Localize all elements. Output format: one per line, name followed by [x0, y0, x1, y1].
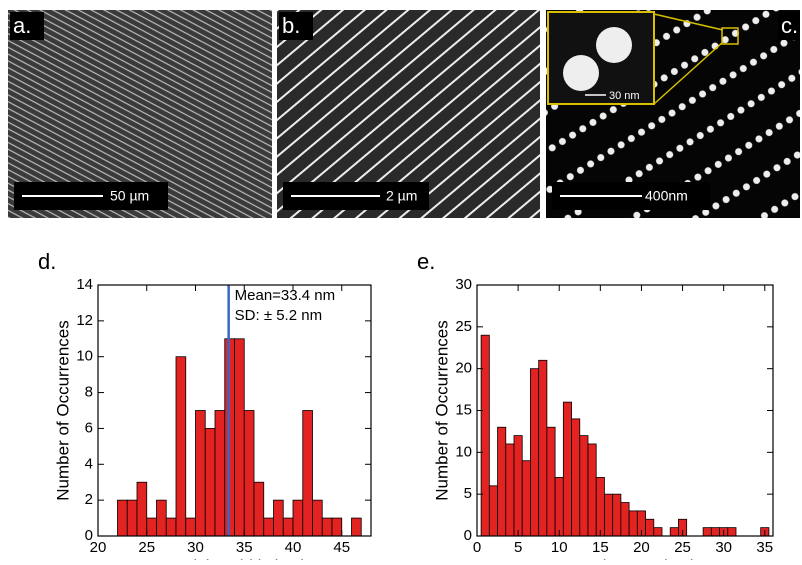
y-tick-label: 30 — [455, 276, 472, 293]
bar — [186, 518, 196, 536]
bar — [563, 402, 571, 536]
bar — [215, 411, 225, 537]
panel-label: d. — [38, 249, 56, 274]
bar — [522, 461, 530, 536]
scale-bar-label: 400nm — [645, 188, 688, 204]
bar — [489, 486, 497, 536]
bar — [254, 482, 264, 536]
bar — [118, 500, 128, 536]
bar — [244, 411, 254, 537]
y-tick-label: 0 — [464, 527, 472, 544]
y-axis-label: Number of Occurrences — [53, 320, 72, 500]
bar — [137, 482, 147, 536]
figure: a. 50 µm b. 2 µm 30 nm c. 400nm 20253035… — [0, 0, 802, 560]
x-tick-label: 30 — [187, 539, 204, 556]
y-tick-label: 0 — [85, 527, 93, 544]
y-tick-label: 10 — [76, 348, 93, 365]
bar — [506, 444, 514, 536]
bar — [352, 518, 362, 536]
y-tick-label: 6 — [85, 419, 93, 436]
panel-label: b. — [282, 13, 300, 38]
y-tick-label: 5 — [464, 485, 472, 502]
bar — [205, 428, 215, 536]
bar — [481, 335, 489, 536]
bar — [654, 528, 662, 536]
bar — [235, 339, 245, 536]
bar — [332, 518, 342, 536]
x-tick-label: 10 — [551, 539, 568, 556]
bar — [196, 411, 206, 537]
bar — [588, 444, 596, 536]
x-tick-label: 20 — [633, 539, 650, 556]
y-tick-label: 4 — [85, 455, 93, 472]
bar — [514, 436, 522, 536]
x-tick-label: 15 — [592, 539, 609, 556]
x-tick-label: 35 — [756, 539, 773, 556]
panel-label: c. — [781, 13, 798, 38]
x-tick-label: 45 — [333, 539, 350, 556]
y-tick-label: 20 — [455, 360, 472, 377]
bar — [711, 528, 719, 536]
bar — [166, 518, 176, 536]
bar — [157, 500, 167, 536]
image-b: b. 2 µm — [277, 10, 540, 218]
y-tick-label: 15 — [455, 401, 472, 418]
x-tick-label: 30 — [715, 539, 732, 556]
annotation: SD: ± 5.2 nm — [235, 307, 322, 324]
bar — [313, 500, 323, 536]
bar — [629, 511, 637, 536]
y-tick-label: 2 — [85, 491, 93, 508]
bar — [555, 477, 563, 536]
image-c: 30 nm c. 400nm — [546, 10, 800, 218]
bar — [604, 494, 612, 536]
bar — [147, 518, 157, 536]
annotation: Mean=33.4 nm — [235, 287, 335, 304]
bar — [530, 369, 538, 536]
bar — [572, 419, 580, 536]
bar — [322, 518, 332, 536]
bar — [274, 500, 284, 536]
x-axis-label: Gap Distance (nm) — [554, 556, 697, 560]
bar — [264, 518, 274, 536]
bar — [646, 519, 654, 536]
x-axis-label: Particle Width (nm) — [162, 556, 307, 560]
bar — [580, 436, 588, 536]
y-tick-label: 25 — [455, 318, 472, 335]
x-tick-label: 5 — [514, 539, 522, 556]
panel-label: e. — [417, 249, 435, 274]
bar — [176, 357, 186, 536]
x-tick-label: 35 — [236, 539, 253, 556]
bar — [498, 427, 506, 536]
y-tick-label: 10 — [455, 443, 472, 460]
bar — [127, 500, 137, 536]
y-tick-label: 8 — [85, 384, 93, 401]
scale-bar-label: 50 µm — [110, 188, 149, 204]
bar — [283, 518, 293, 536]
bar — [596, 477, 604, 536]
bar — [547, 427, 555, 536]
bar — [670, 528, 678, 536]
bar — [539, 360, 547, 536]
y-tick-label: 14 — [76, 276, 93, 293]
y-axis-label: Number of Occurrences — [432, 320, 451, 500]
x-tick-label: 25 — [138, 539, 155, 556]
bar — [703, 528, 711, 536]
x-tick-label: 0 — [473, 539, 481, 556]
y-tick-label: 12 — [76, 312, 93, 329]
bar — [621, 503, 629, 536]
bar — [613, 494, 621, 536]
scale-bar-label: 2 µm — [386, 188, 417, 204]
bar — [728, 528, 736, 536]
x-tick-label: 40 — [285, 539, 302, 556]
x-tick-label: 25 — [674, 539, 691, 556]
bar — [303, 411, 313, 537]
bar — [293, 500, 303, 536]
inset-scale-bar-label: 30 nm — [609, 90, 640, 102]
image-a: a. 50 µm — [8, 10, 272, 218]
panel-label: a. — [13, 13, 31, 38]
